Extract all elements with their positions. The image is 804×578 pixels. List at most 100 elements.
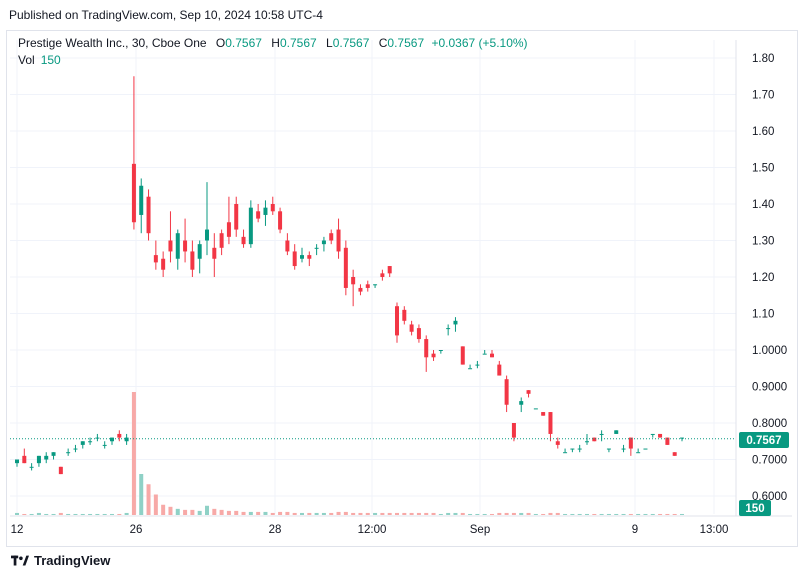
- candle-body: [51, 452, 56, 456]
- candle-body: [88, 441, 93, 443]
- volume-bar: [460, 512, 465, 515]
- candle: [241, 229, 246, 248]
- candle-body: [321, 240, 326, 245]
- candle: [88, 437, 93, 445]
- candle-body: [183, 240, 188, 252]
- candle-body: [168, 240, 173, 252]
- candle-body: [153, 255, 158, 263]
- candle-body: [373, 284, 378, 286]
- volume-bar: [511, 512, 516, 515]
- low-label: L: [326, 36, 333, 50]
- candle: [190, 240, 195, 277]
- candle: [490, 350, 494, 358]
- candle: [22, 448, 27, 464]
- grid-lines: [10, 40, 736, 514]
- volume-bar: [212, 508, 217, 515]
- candle-body: [482, 353, 487, 355]
- volume-bar: [139, 474, 144, 515]
- candle: [51, 452, 56, 460]
- last-volume-tag: 150: [739, 500, 771, 516]
- candle: [307, 251, 312, 267]
- candle-body: [226, 222, 231, 237]
- candle-body: [234, 204, 239, 230]
- candle-body: [526, 390, 531, 394]
- candle-body: [124, 437, 129, 442]
- candle: [395, 302, 399, 343]
- candle: [314, 244, 319, 256]
- volume-bar: [373, 512, 378, 515]
- low-value: 0.7567: [332, 36, 370, 50]
- volume-bar: [44, 513, 49, 515]
- candle: [533, 408, 538, 410]
- volume-bar: [343, 511, 348, 515]
- volume-bar: [29, 513, 34, 515]
- candle: [117, 430, 122, 442]
- candle-body: [438, 350, 443, 351]
- candle-body: [219, 233, 224, 248]
- candle-body: [628, 437, 633, 449]
- volume-bar: [416, 512, 421, 515]
- tradingview-brand[interactable]: TradingView: [11, 553, 110, 568]
- candle-body: [533, 408, 538, 410]
- x-tick-label: 26: [130, 524, 143, 536]
- candle-body: [541, 412, 546, 416]
- tradingview-logo-icon: [11, 555, 29, 565]
- volume-bar: [153, 494, 158, 515]
- volume-bars: [15, 392, 684, 515]
- candle-body: [241, 236, 246, 245]
- volume-bar: [241, 511, 246, 515]
- volume-bar: [66, 513, 71, 515]
- y-tick-label: 1.50: [752, 163, 774, 175]
- volume-bar: [110, 513, 114, 515]
- candle-body: [402, 309, 407, 321]
- candle-body: [680, 437, 684, 439]
- candle: [402, 306, 407, 325]
- volume-legend: Vol 150: [18, 53, 61, 67]
- volume-bar: [95, 513, 100, 515]
- candle: [614, 430, 619, 434]
- volume-bar: [22, 513, 27, 515]
- candle-body: [387, 266, 392, 274]
- candle-body: [563, 452, 568, 454]
- volume-bar: [73, 513, 78, 515]
- price-axis: 1.80 1.70 1.60 1.50 1.40 1.30 1.20 1.10 1.0000 0.…: [735, 40, 787, 516]
- candle-body: [424, 339, 429, 358]
- volume-bar: [563, 513, 568, 515]
- candle: [628, 437, 633, 456]
- volume-bar: [475, 513, 480, 515]
- volume-bar: [205, 505, 209, 515]
- volume-bar: [358, 512, 363, 515]
- candle-body: [270, 204, 275, 212]
- x-tick-label: 9: [632, 524, 638, 536]
- volume-bar: [270, 512, 275, 515]
- candle: [351, 269, 356, 307]
- volume-bar: [15, 512, 19, 515]
- candle: [292, 244, 297, 270]
- candle-body: [66, 452, 71, 454]
- published-caption: Published on TradingView.com, Sep 10, 20…: [9, 8, 323, 22]
- high-value: 0.7567: [279, 36, 317, 50]
- volume-bar: [278, 511, 283, 515]
- candle: [570, 448, 575, 453]
- candle-body: [409, 324, 414, 332]
- candle: [643, 448, 648, 450]
- candle: [658, 433, 663, 438]
- volume-bar: [658, 513, 663, 515]
- candle-body: [36, 455, 41, 464]
- volume-bar: [650, 513, 655, 515]
- volume-bar: [168, 506, 173, 515]
- candle: [541, 412, 546, 416]
- volume-bar: [585, 513, 589, 515]
- volume-bar: [300, 512, 304, 515]
- candle: [416, 324, 421, 343]
- candle-body: [592, 437, 597, 442]
- candle-body: [248, 207, 253, 245]
- candle-body: [110, 437, 114, 442]
- candle: [336, 218, 341, 259]
- open-value: 0.7567: [225, 36, 262, 50]
- volume-bar: [482, 513, 487, 515]
- candle: [219, 229, 224, 256]
- candle-body: [300, 255, 304, 259]
- candle-body: [197, 244, 202, 259]
